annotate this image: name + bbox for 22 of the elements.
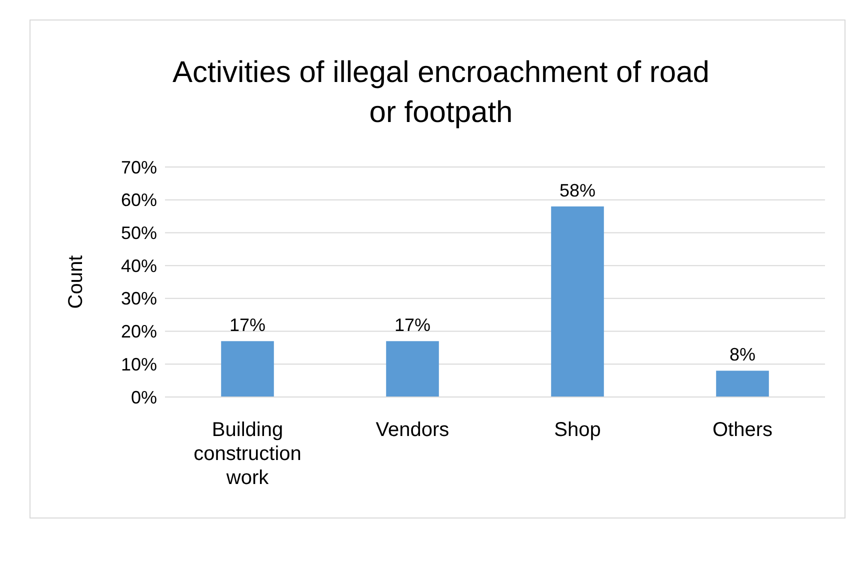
y-tick-label: 50% (120, 223, 157, 244)
y-tick-label: 0% (130, 387, 157, 408)
x-tick-label: Shop (554, 419, 601, 441)
data-label: 8% (729, 344, 756, 365)
x-tick-label: Building construction work (194, 419, 302, 489)
bar (551, 206, 604, 397)
y-tick-label: 40% (120, 256, 157, 276)
chart-title: Activities of illegal encroachment of road or footpath (172, 56, 710, 129)
data-label: 17% (394, 315, 431, 336)
y-tick-label: 20% (120, 322, 157, 342)
data-label: 17% (229, 315, 266, 336)
y-tick-label: 30% (120, 288, 157, 309)
y-tick-label: 60% (120, 190, 157, 210)
data-label: 58% (559, 180, 596, 200)
bar (716, 370, 769, 397)
bar (221, 341, 274, 397)
y-tick-label: 10% (120, 354, 157, 374)
x-tick-label: Others (712, 419, 773, 441)
x-tick-label: Vendors (376, 419, 450, 441)
bar (386, 341, 439, 397)
y-axis-title: Count (65, 254, 87, 309)
y-tick-label: 70% (120, 157, 157, 178)
